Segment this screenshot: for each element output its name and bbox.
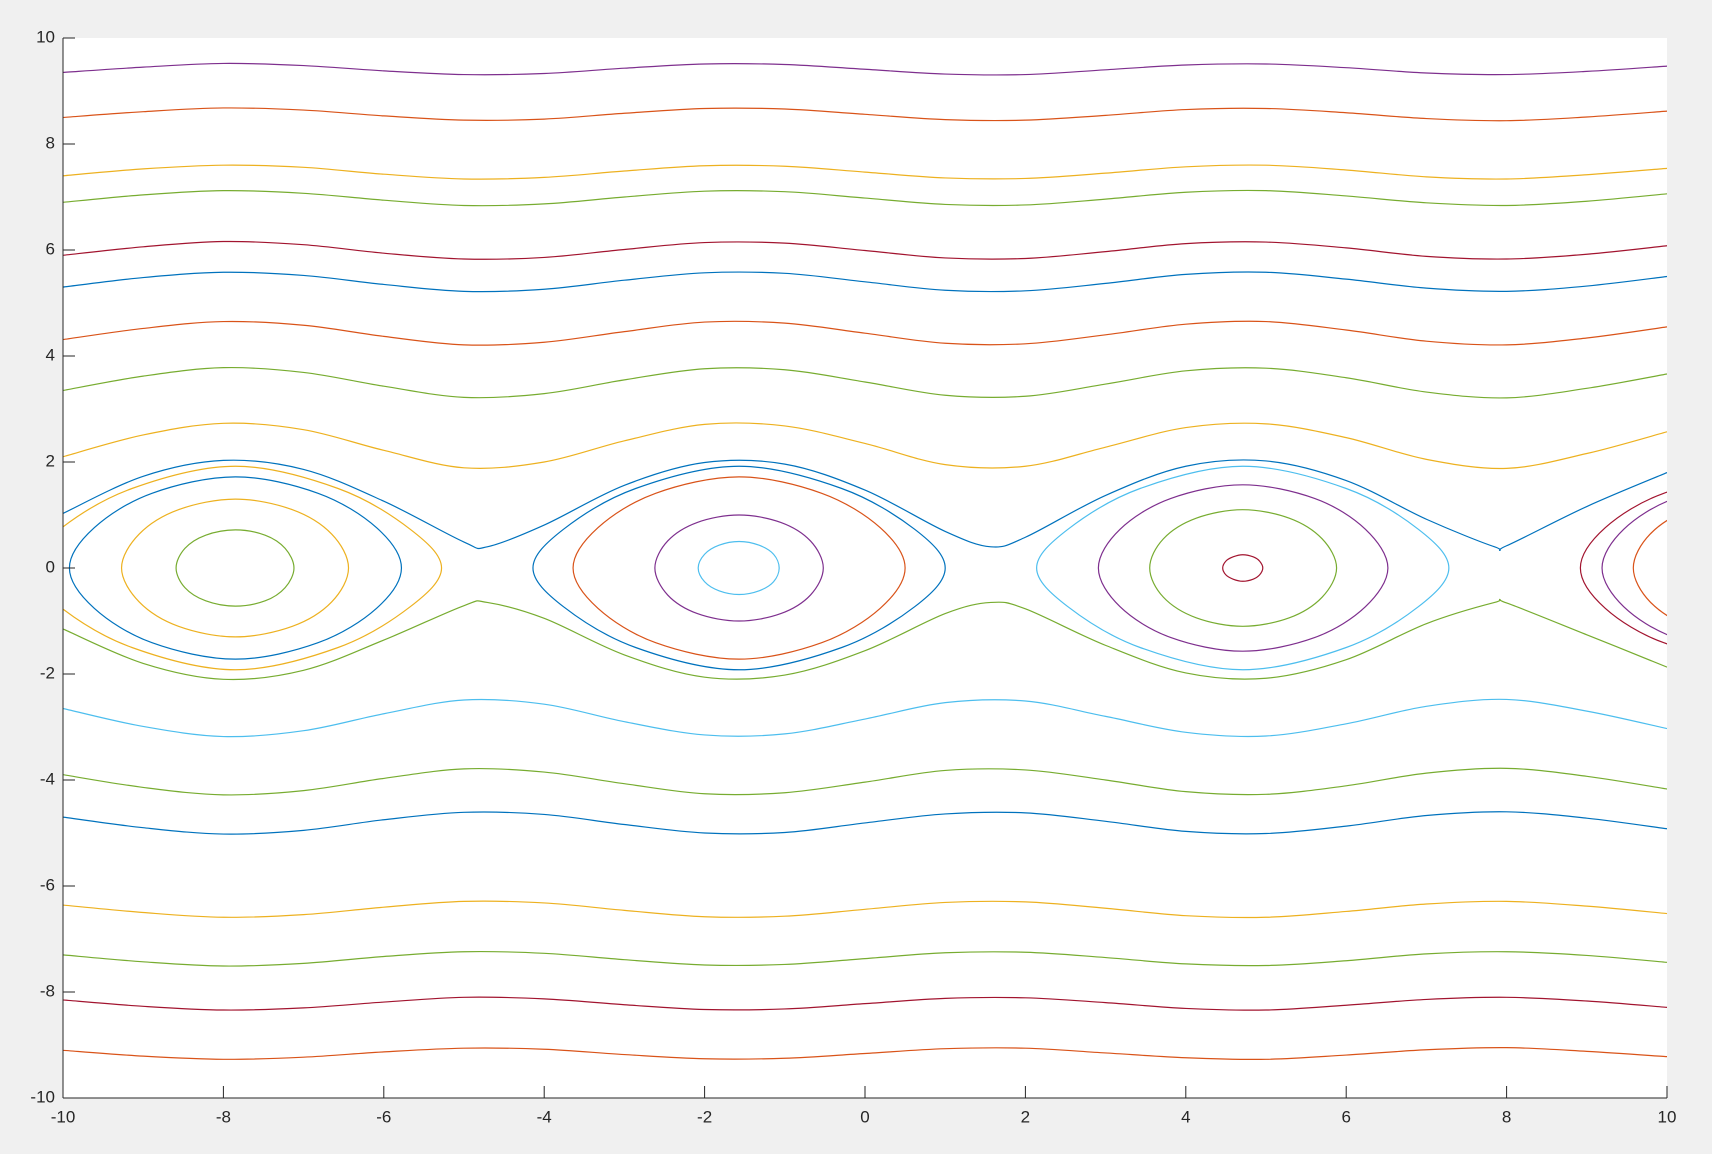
trajectory: [1149, 509, 1338, 627]
trajectory: [63, 950, 1667, 967]
trajectory: [572, 476, 906, 660]
trajectory: [120, 498, 350, 638]
x-tick-label: -10: [51, 1107, 76, 1126]
trajectory: [63, 62, 1667, 76]
trajectory: [63, 698, 1667, 738]
x-tick-label: 8: [1502, 1107, 1511, 1126]
y-tick-label: -4: [40, 769, 55, 788]
trajectory: [63, 422, 1667, 470]
x-tick-label: -2: [697, 1107, 712, 1126]
x-tick-label: 0: [860, 1107, 869, 1126]
y-tick-label: 4: [46, 345, 55, 364]
plot-area: [63, 38, 1667, 1098]
x-tick-label: 6: [1341, 1107, 1350, 1126]
trajectory: [63, 767, 1667, 796]
y-tick-label: 8: [46, 133, 55, 152]
x-tick-label: -6: [376, 1107, 391, 1126]
x-tick-label: -4: [537, 1107, 552, 1126]
trajectory: [1579, 491, 1667, 645]
y-tick-label: 6: [46, 239, 55, 258]
y-tick-label: 2: [46, 451, 55, 470]
x-tick-label: -8: [216, 1107, 231, 1126]
x-tick-label: 2: [1021, 1107, 1030, 1126]
trajectory: [532, 465, 946, 671]
trajectory: [63, 996, 1667, 1011]
trajectory: [63, 189, 1667, 207]
y-tick-label: -2: [40, 663, 55, 682]
trajectory: [63, 271, 1667, 293]
axes: -10 -8 -6 -4 -2 0 2 4 6 8 10 -10 -8 -6 -4 -2 0 2 4 6 8 10: [30, 27, 1676, 1126]
trajectory: [63, 811, 1667, 835]
y-tick-label: -6: [40, 875, 55, 894]
trajectory: [63, 465, 443, 671]
trajectory: [68, 476, 403, 660]
x-tick-label: 4: [1181, 1107, 1190, 1126]
y-tick-label: -8: [40, 981, 55, 1000]
y-tick-label: -10: [30, 1087, 55, 1106]
trajectory: [1097, 484, 1389, 652]
x-tick-label: 10: [1658, 1107, 1677, 1126]
trajectory: [63, 320, 1667, 346]
trajectory: [63, 900, 1667, 919]
trajectory: [63, 366, 1667, 399]
trajectory: [63, 598, 1667, 681]
trajectory: [63, 1047, 1667, 1061]
y-tick-label: 0: [46, 557, 55, 576]
trajectory: [63, 107, 1667, 122]
curves: [63, 62, 1667, 1061]
trajectory: [1036, 465, 1450, 671]
trajectory: [697, 540, 780, 596]
trajectory: [63, 164, 1667, 180]
trajectory: [63, 240, 1667, 260]
trajectory: [63, 459, 1667, 552]
trajectory: [654, 514, 824, 622]
trajectory: [1222, 554, 1264, 582]
trajectory: [175, 529, 295, 607]
y-tick-label: 10: [36, 27, 55, 46]
